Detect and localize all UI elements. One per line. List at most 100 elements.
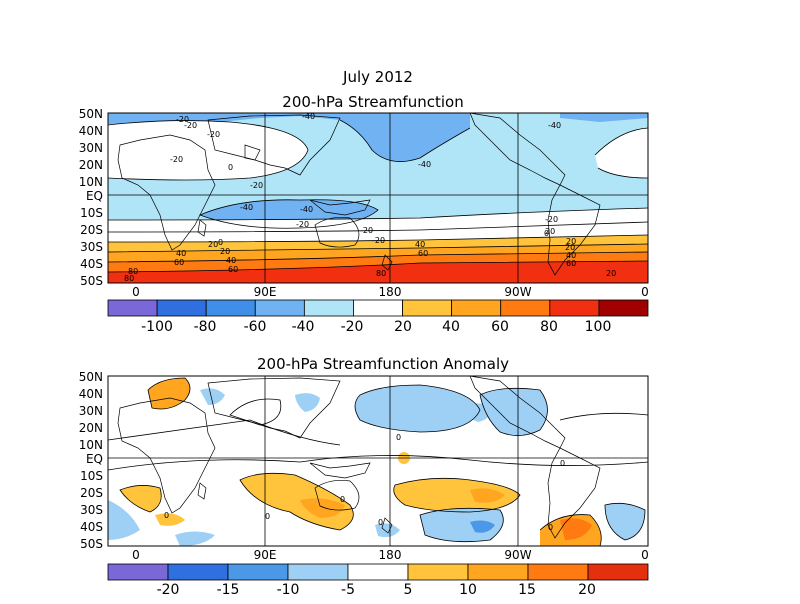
colorbar-swatch bbox=[598, 299, 649, 317]
map2-pos-asia-minor bbox=[148, 378, 190, 409]
lat-label: 30S bbox=[80, 240, 103, 254]
colorbar-swatch bbox=[500, 299, 551, 317]
map2-pos-australia bbox=[300, 498, 345, 518]
lat-label: 50N bbox=[79, 370, 103, 384]
contour-label: 20 bbox=[220, 247, 230, 256]
colorbar-swatch bbox=[254, 299, 305, 317]
colorbar1-label: -80 bbox=[194, 319, 217, 335]
lon-label: 0 bbox=[641, 285, 649, 299]
contour-label: 0 bbox=[265, 512, 270, 521]
map2-neg-se-atlantic bbox=[605, 503, 645, 540]
contour-label: 60 bbox=[174, 258, 184, 267]
date-title: July 2012 bbox=[342, 68, 413, 86]
contour-label: -20 bbox=[545, 215, 558, 224]
lon-label: 180 bbox=[379, 548, 402, 562]
lat-label: 30N bbox=[79, 404, 103, 418]
map2-panel: 0 0 0 0 0 0 0 50N 40N 30N 20N 10N EQ 10S… bbox=[79, 370, 649, 562]
map1-lon-labels: 0 90E 180 90W 0 bbox=[132, 285, 649, 299]
map2-neg-middle-east bbox=[200, 388, 225, 405]
contour-label: 0 bbox=[340, 495, 345, 504]
contour-label: 20 bbox=[606, 269, 616, 278]
map1-contours bbox=[108, 119, 648, 273]
map2-frame bbox=[107, 375, 649, 547]
map2-lat-labels: 50N 40N 30N 20N 10N EQ 10S 20S 30S 40S 5… bbox=[79, 370, 103, 551]
lat-label: 30N bbox=[79, 141, 103, 155]
map1-panel: -20 -40 -20 -20 0 -20 -40 -40 -20 -40 -2… bbox=[79, 107, 649, 299]
colorbar1-label: -100 bbox=[141, 319, 173, 335]
map2-grid bbox=[108, 376, 648, 546]
colorbar1-label: 20 bbox=[394, 319, 412, 335]
map2-neg-s-atlantic bbox=[108, 500, 140, 540]
colorbar1-labels: -100 -80 -60 -40 -20 20 40 60 80 100 bbox=[141, 319, 611, 335]
colorbar-swatch bbox=[402, 299, 453, 317]
map1-grid bbox=[108, 113, 648, 283]
lat-label: EQ bbox=[86, 189, 103, 203]
colorbar2-label: 10 bbox=[459, 582, 477, 598]
lat-label: EQ bbox=[86, 452, 103, 466]
map2-neg-n-america bbox=[480, 388, 548, 436]
lon-label: 90W bbox=[504, 285, 531, 299]
contour-label: 20 bbox=[565, 243, 575, 252]
colorbar-swatch bbox=[107, 299, 158, 317]
contour-label: 40 bbox=[226, 256, 236, 265]
contour-label: 0 bbox=[164, 511, 169, 520]
lon-label: 90E bbox=[254, 285, 277, 299]
colorbar-swatch bbox=[287, 563, 349, 581]
lon-label: 90W bbox=[504, 548, 531, 562]
contour-label: 40 bbox=[415, 240, 425, 249]
contour-label: -20 bbox=[207, 130, 220, 139]
colorbar-swatch bbox=[303, 299, 354, 317]
colorbar1-label: 80 bbox=[540, 319, 558, 335]
colorbar1-label: 100 bbox=[585, 319, 612, 335]
map1-coastlines bbox=[117, 113, 601, 276]
contour-label: 0 bbox=[378, 518, 383, 527]
lat-label: 20S bbox=[80, 486, 103, 500]
contour-label: -40 bbox=[548, 121, 561, 130]
contour-label: -20 bbox=[250, 181, 263, 190]
contour-label: 60 bbox=[228, 265, 238, 274]
lat-label: 30S bbox=[80, 503, 103, 517]
contour-label: -20 bbox=[296, 220, 309, 229]
map1-band-80 bbox=[108, 261, 648, 283]
contour-label: -20 bbox=[184, 121, 197, 130]
lon-label: 0 bbox=[132, 285, 140, 299]
map2-fill bbox=[108, 376, 648, 546]
map2-pos-sa-core bbox=[560, 518, 592, 540]
contour-label: 0 bbox=[560, 459, 565, 468]
contour-label: 20 bbox=[208, 240, 218, 249]
colorbar1-label: -40 bbox=[292, 319, 315, 335]
map2-neg-tasman bbox=[375, 523, 400, 538]
map2-neg-s-indian bbox=[175, 531, 215, 546]
colorbar2-label: -20 bbox=[157, 582, 180, 598]
lat-label: 40N bbox=[79, 387, 103, 401]
map1-shade-neg40-ne bbox=[560, 113, 648, 122]
map2-pos-sw-atlantic bbox=[120, 485, 162, 512]
colorbar2-label: -10 bbox=[277, 582, 300, 598]
map2-neg-s-pacific bbox=[420, 508, 504, 542]
colorbar-swatch bbox=[407, 563, 469, 581]
map2-neg-nw-pacific bbox=[355, 385, 480, 432]
contour-label: -20 bbox=[176, 115, 189, 124]
contour-label: -20 bbox=[372, 236, 385, 245]
contour-label: 40 bbox=[566, 251, 576, 260]
colorbar2-label: 5 bbox=[404, 582, 413, 598]
map2-pos-pacific bbox=[393, 478, 520, 512]
lon-label: 180 bbox=[379, 285, 402, 299]
colorbar-swatch bbox=[156, 299, 207, 317]
colorbar2-label: 15 bbox=[518, 582, 536, 598]
map2-pos-south-africa bbox=[155, 513, 185, 526]
colorbar-swatch bbox=[107, 563, 169, 581]
colorbar2 bbox=[107, 563, 649, 581]
contour-label: 0 bbox=[218, 238, 223, 247]
map1-contour-labels: -20 -40 -20 -20 0 -20 -40 -40 -20 -40 -2… bbox=[124, 112, 616, 283]
contour-label: 60 bbox=[566, 259, 576, 268]
map2-neg-s-pacific-core bbox=[470, 520, 495, 533]
colorbar1 bbox=[107, 299, 649, 317]
map1-frame bbox=[107, 112, 649, 284]
contour-label: 0 bbox=[228, 163, 233, 172]
lon-label: 0 bbox=[641, 548, 649, 562]
contour-label: -40 bbox=[240, 203, 253, 212]
map2-pos-pacific-core bbox=[470, 488, 505, 503]
map1-white-nh-west bbox=[108, 120, 308, 180]
